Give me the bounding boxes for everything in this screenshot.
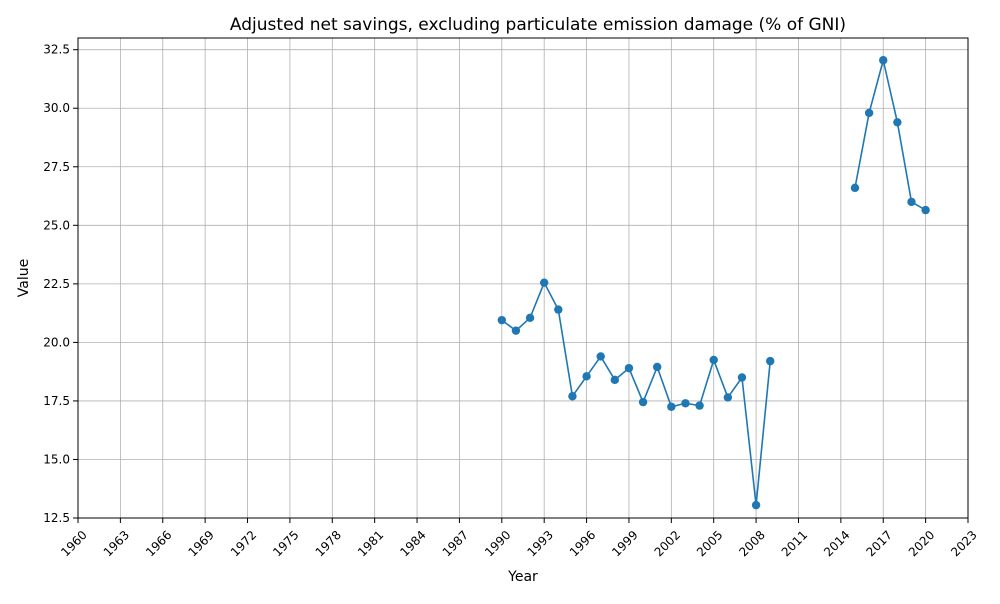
x-tick-label: 1990 [482, 528, 513, 559]
x-tick-label: 1987 [440, 528, 471, 559]
data-point [864, 108, 874, 118]
data-point [568, 392, 577, 401]
y-axis-ticks: 12.5 15.0 17.5 20.0 22.5 25.0 27.5 30.0 32.5 [43, 43, 78, 525]
series-line-segment [501, 280, 772, 506]
x-axis-title: Year [507, 569, 538, 585]
data-point [525, 313, 535, 323]
x-tick-label: 2002 [652, 528, 683, 559]
x-tick-label: 2008 [736, 528, 767, 559]
x-tick-label: 1972 [228, 528, 259, 559]
x-axis-ticks: 1960 1963 1966 1969 1972 1975 1978 1981 1984 1987… [58, 518, 980, 559]
data-point [751, 500, 761, 510]
data-point [539, 278, 549, 287]
x-tick-label: 1975 [270, 528, 301, 559]
y-tick-label: 25.0 [43, 218, 70, 232]
data-point [653, 362, 662, 372]
x-tick-label: 1978 [313, 528, 344, 559]
x-tick-label: 2017 [864, 528, 895, 559]
x-tick-label: 1969 [185, 528, 216, 559]
plot-frame [77, 37, 969, 519]
x-tick-label: 1960 [58, 528, 89, 559]
data-point [695, 401, 704, 410]
x-tick-label: 2011 [779, 528, 810, 559]
x-tick-label: 1993 [524, 528, 555, 559]
data-point [610, 375, 620, 385]
data-point [723, 393, 733, 402]
x-tick-label: 1981 [355, 528, 386, 559]
x-tick-label: 1996 [567, 528, 598, 559]
x-tick-label: 2020 [906, 528, 937, 559]
x-tick-label: 1984 [397, 528, 428, 559]
data-markers [497, 56, 930, 510]
data-point [596, 352, 605, 361]
chart-title: Adjusted net savings, excluding particul… [230, 15, 846, 35]
y-tick-label: 15.0 [43, 452, 70, 466]
data-point [624, 363, 634, 373]
x-tick-label: 1963 [101, 528, 132, 559]
y-tick-label: 27.5 [43, 160, 70, 174]
data-point [893, 118, 902, 127]
data-point [907, 197, 916, 207]
x-tick-label: 1999 [609, 528, 640, 559]
data-point [879, 56, 888, 65]
series-line-segment [854, 60, 927, 211]
data-point [737, 373, 747, 382]
data-point [766, 356, 775, 366]
data-point [709, 355, 718, 365]
data-point [850, 183, 860, 193]
data-point [921, 205, 930, 215]
y-tick-label: 17.5 [43, 394, 70, 408]
data-point [667, 402, 676, 411]
y-tick-label: 20.0 [43, 335, 70, 349]
y-axis-title: Value [16, 259, 32, 297]
data-point [497, 315, 507, 325]
y-tick-label: 32.5 [43, 43, 70, 57]
data-point [638, 397, 648, 407]
y-tick-label: 12.5 [43, 511, 70, 525]
x-tick-label: 1966 [143, 528, 174, 559]
data-point [511, 326, 521, 335]
data-point [582, 372, 591, 381]
x-tick-label: 2014 [821, 528, 852, 559]
y-tick-label: 22.5 [43, 277, 70, 291]
y-tick-label: 30.0 [43, 101, 70, 115]
x-tick-label: 2005 [694, 528, 725, 559]
data-point [554, 305, 563, 314]
x-tick-label: 2023 [948, 528, 979, 559]
data-point [681, 399, 690, 408]
grid [77, 38, 969, 519]
